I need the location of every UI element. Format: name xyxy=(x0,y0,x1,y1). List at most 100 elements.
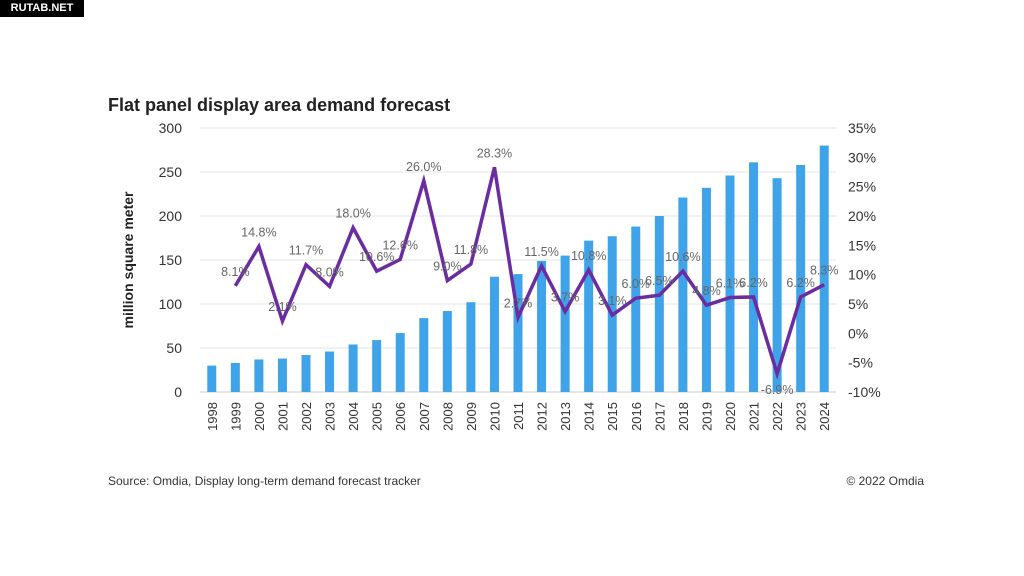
bar xyxy=(301,355,311,392)
x-tick-label: 2000 xyxy=(252,402,267,431)
data-label: -6.9% xyxy=(761,383,794,397)
x-tick-label: 2006 xyxy=(393,402,408,431)
x-tick-label: 2008 xyxy=(440,402,455,431)
data-label: 3.7% xyxy=(551,291,580,305)
x-tick-label: 2021 xyxy=(747,402,762,431)
bar xyxy=(749,162,759,392)
x-tick-label: 1999 xyxy=(228,402,243,431)
bar xyxy=(230,362,240,392)
data-label: 6.5% xyxy=(645,274,674,288)
growth-line xyxy=(233,166,826,380)
y-tick-label: 150 xyxy=(159,252,183,268)
x-tick-label: 2003 xyxy=(323,402,338,431)
data-label: 4.8% xyxy=(692,284,721,298)
bar xyxy=(372,340,382,392)
bar xyxy=(277,358,287,392)
data-label: 11.8% xyxy=(454,243,489,257)
y-tick-label: 0 xyxy=(174,384,182,400)
y2-tick-label: 0% xyxy=(848,325,868,341)
data-label: 12.6% xyxy=(382,238,417,252)
bar xyxy=(772,178,782,392)
y-tick-label: 200 xyxy=(159,208,183,224)
x-tick-label: 2024 xyxy=(817,402,832,431)
y2-tick-label: 30% xyxy=(848,149,876,165)
x-tick-label: 2015 xyxy=(605,402,620,431)
data-label: 10.8% xyxy=(571,249,606,263)
y2-tick-label: 35% xyxy=(848,120,876,136)
y2-tick-label: 5% xyxy=(848,296,868,312)
bar xyxy=(395,333,405,392)
data-label: 11.7% xyxy=(289,244,324,258)
source-note: Source: Omdia, Display long-term demand … xyxy=(108,474,421,488)
bar xyxy=(560,255,570,392)
bar xyxy=(654,216,664,392)
x-tick-label: 2002 xyxy=(299,402,314,431)
data-label: 3.1% xyxy=(598,294,627,308)
y2-tick-label: -10% xyxy=(848,384,881,400)
y2-tick-label: -5% xyxy=(848,355,873,371)
data-label: 2.7% xyxy=(504,296,533,310)
x-tick-label: 2017 xyxy=(652,402,667,431)
x-tick-label: 2011 xyxy=(511,402,526,430)
bar xyxy=(419,318,429,392)
bar xyxy=(207,365,217,392)
data-label: 6.2% xyxy=(739,276,768,290)
y2-tick-label: 25% xyxy=(848,179,876,195)
x-tick-label: 2013 xyxy=(558,402,573,431)
data-label: 6.0% xyxy=(622,277,651,291)
bar xyxy=(348,344,358,392)
x-tick-label: 2010 xyxy=(487,402,502,431)
bar xyxy=(701,187,711,392)
bar xyxy=(537,260,547,392)
bar xyxy=(513,274,523,392)
x-tick-label: 2019 xyxy=(699,402,714,431)
data-label: 18.0% xyxy=(335,207,370,221)
bar xyxy=(442,311,452,392)
bar xyxy=(631,226,641,392)
x-tick-label: 2016 xyxy=(629,402,644,431)
x-tick-label: 2020 xyxy=(723,402,738,431)
x-tick-label: 2005 xyxy=(370,402,385,431)
y-tick-label: 300 xyxy=(159,120,183,136)
data-label: 26.0% xyxy=(406,160,441,174)
chart-title: Flat panel display area demand forecast xyxy=(108,95,451,115)
x-tick-label: 2018 xyxy=(676,402,691,431)
x-tick-label: 2007 xyxy=(417,402,432,431)
data-label: 10.6% xyxy=(665,250,700,264)
data-label: 6.2% xyxy=(786,276,815,290)
bar xyxy=(796,164,806,392)
data-label: 9.0% xyxy=(433,260,462,274)
x-tick-label: 2023 xyxy=(794,402,809,431)
x-tick-label: 2009 xyxy=(464,402,479,431)
y2-tick-label: 20% xyxy=(848,208,876,224)
x-tick-label: 2012 xyxy=(535,402,550,431)
y2-tick-label: 10% xyxy=(848,267,876,283)
x-tick-label: 1998 xyxy=(205,402,220,431)
bar xyxy=(725,175,735,392)
data-label: 8.0% xyxy=(315,265,344,279)
bar xyxy=(819,145,829,392)
x-tick-label: 2014 xyxy=(582,402,597,431)
y2-tick-label: 15% xyxy=(848,237,876,253)
bar xyxy=(325,351,335,392)
y-axis-title: million square meter xyxy=(120,191,136,328)
data-label: 8.1% xyxy=(221,265,250,279)
y-tick-label: 50 xyxy=(166,340,182,356)
y-tick-label: 250 xyxy=(159,164,183,180)
x-tick-label: 2001 xyxy=(275,402,290,431)
data-label: 11.5% xyxy=(524,245,559,259)
bar xyxy=(466,302,476,392)
x-tick-label: 2022 xyxy=(770,402,785,431)
data-label: 10.6% xyxy=(359,250,394,264)
data-label: 28.3% xyxy=(477,146,512,160)
bar xyxy=(489,276,499,392)
data-label: 6.1% xyxy=(716,277,745,291)
bar xyxy=(678,197,688,392)
data-label: 2.1% xyxy=(268,300,297,314)
copyright: © 2022 Omdia xyxy=(846,474,924,488)
bar xyxy=(584,240,594,392)
x-tick-label: 2004 xyxy=(346,402,361,431)
y-tick-label: 100 xyxy=(159,296,183,312)
watermark-badge: RUTAB.NET xyxy=(0,0,84,17)
